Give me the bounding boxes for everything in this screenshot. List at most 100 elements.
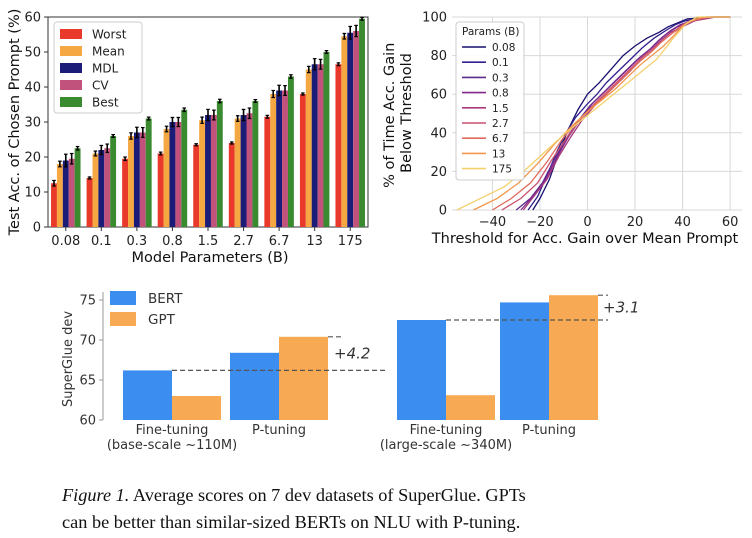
c1-bar bbox=[228, 143, 235, 227]
c2-ylabel-line2: Below Threshold bbox=[399, 53, 415, 173]
c1-bar bbox=[169, 122, 176, 227]
c2-legend-label: 0.1 bbox=[492, 57, 509, 69]
c1-bar bbox=[347, 32, 354, 227]
c1-bar bbox=[139, 132, 146, 227]
figure-panels: Test Acc. of Chosen Prompt (%) Model Par… bbox=[7, 9, 742, 453]
c2-x-tick-label: −40 bbox=[479, 215, 506, 230]
c1-bar bbox=[157, 153, 164, 227]
c3-group-label: P-tuning bbox=[252, 423, 306, 438]
c1-bar bbox=[181, 109, 188, 227]
c1-bar bbox=[317, 64, 324, 227]
c1-x-tick-label: 0.3 bbox=[127, 234, 148, 249]
c3-bar bbox=[230, 352, 279, 420]
c3-gain-annotation: +3.1 bbox=[603, 299, 639, 317]
c1-bar bbox=[353, 31, 360, 227]
c1-legend-label: Mean bbox=[92, 45, 125, 59]
c2-y-axis-label: % of Time Acc. Gain Below Threshold bbox=[382, 38, 415, 188]
c2-legend-label: 0.8 bbox=[492, 88, 509, 100]
c3-bar bbox=[279, 336, 328, 420]
c1-y-tick-label: 30 bbox=[24, 116, 41, 131]
c3-y-tick-label: 70 bbox=[79, 334, 96, 349]
c1-bar bbox=[205, 115, 211, 227]
c3-bar bbox=[446, 395, 495, 420]
c1-bar bbox=[335, 64, 342, 227]
chart-superglue: SuperGlue dev 60657075Fine-tuning(base-s… bbox=[61, 291, 639, 453]
c1-y-tick-label: 60 bbox=[24, 11, 41, 26]
c1-bar bbox=[175, 122, 182, 227]
c1-bar bbox=[86, 178, 93, 227]
c1-legend-label: Best bbox=[92, 96, 119, 110]
c1-x-tick-label: 175 bbox=[338, 234, 363, 249]
c1-bar bbox=[282, 90, 288, 227]
c1-bar bbox=[68, 158, 75, 227]
c1-x-tick-label: 6.7 bbox=[269, 234, 290, 249]
c1-legend-swatch bbox=[60, 63, 82, 73]
chart-threshold-cdf: % of Time Acc. Gain Below Threshold Thre… bbox=[382, 11, 742, 247]
c1-bar bbox=[98, 150, 105, 227]
c1-legend-label: CV bbox=[92, 79, 109, 93]
c1-y-tick-label: 50 bbox=[24, 46, 41, 61]
c3-legend-swatch bbox=[110, 291, 136, 305]
c1-x-tick-label: 0.8 bbox=[162, 234, 183, 249]
c3-legend-label: GPT bbox=[148, 312, 176, 328]
c3-bar bbox=[123, 370, 172, 420]
c1-bar bbox=[110, 136, 117, 227]
c3-bar bbox=[549, 295, 598, 420]
c2-legend-title: Params (B) bbox=[462, 26, 519, 38]
c1-bar bbox=[193, 144, 200, 227]
c2-legend-label: 175 bbox=[492, 164, 512, 176]
c3-group-label: Fine-tuning bbox=[136, 423, 209, 438]
c3-group-sublabel: (base-scale ~110M) bbox=[107, 438, 237, 453]
c2-legend-label: 0.3 bbox=[492, 72, 509, 84]
c2-legend-label: 0.08 bbox=[492, 42, 515, 54]
c2-series-line bbox=[492, 16, 731, 211]
c1-bar bbox=[311, 64, 318, 227]
c2-legend-label: 2.7 bbox=[492, 118, 509, 130]
c1-y-tick-label: 20 bbox=[24, 151, 41, 166]
c2-y-tick-label: 20 bbox=[430, 165, 447, 180]
c1-bar bbox=[359, 18, 365, 227]
c3-gain-annotation: +4.2 bbox=[334, 345, 370, 363]
c1-x-tick-label: 0.1 bbox=[91, 234, 112, 249]
c1-y-tick-label: 0 bbox=[33, 221, 41, 236]
chart-accuracy-by-params: Test Acc. of Chosen Prompt (%) Model Par… bbox=[7, 9, 369, 266]
c1-bar bbox=[276, 90, 283, 227]
c1-legend-box bbox=[53, 21, 143, 114]
c1-bar bbox=[56, 164, 63, 227]
c1-bar bbox=[92, 153, 99, 227]
c1-y-tick-label: 10 bbox=[24, 186, 41, 201]
c2-legend-label: 13 bbox=[492, 148, 505, 160]
c1-legend-label: MDL bbox=[92, 62, 119, 76]
c2-x-tick-label: 60 bbox=[722, 215, 739, 230]
caption-line-1: Average scores on 7 dev datasets of Supe… bbox=[132, 485, 526, 505]
c3-y-tick-label: 75 bbox=[79, 294, 96, 309]
c1-x-tick-label: 1.5 bbox=[198, 234, 219, 249]
c1-bar bbox=[264, 116, 271, 227]
c1-bar bbox=[199, 120, 206, 227]
c1-y-tick-label: 40 bbox=[24, 81, 41, 96]
c3-y-tick-label: 60 bbox=[79, 414, 96, 429]
c1-bar bbox=[210, 115, 217, 227]
c2-x-tick-label: 0 bbox=[583, 215, 591, 230]
c3-y-axis-label: SuperGlue dev bbox=[61, 311, 76, 407]
c1-y-axis-label: Test Acc. of Chosen Prompt (%) bbox=[7, 9, 23, 237]
c1-bar bbox=[341, 36, 348, 227]
c1-bar bbox=[51, 183, 57, 227]
c1-bar bbox=[252, 101, 259, 227]
c3-group-sublabel: (large-scale ~340M) bbox=[380, 438, 512, 453]
c3-legend-label: BERT bbox=[148, 291, 183, 307]
c3-group-label: P-tuning bbox=[522, 423, 576, 438]
c3-bar bbox=[397, 320, 446, 420]
c2-ylabel-line1: % of Time Acc. Gain bbox=[382, 43, 398, 188]
c1-bar bbox=[122, 158, 129, 227]
c1-x-tick-label: 13 bbox=[306, 234, 323, 249]
c1-bar bbox=[133, 132, 140, 227]
c2-y-tick-label: 100 bbox=[422, 11, 447, 26]
figure-caption: Figure 1. Average scores on 7 dev datase… bbox=[62, 482, 722, 536]
c3-legend-swatch bbox=[110, 312, 136, 326]
c1-legend-label: Worst bbox=[92, 28, 127, 42]
c1-bar bbox=[62, 160, 69, 227]
c1-bar bbox=[74, 148, 81, 227]
c1-x-tick-label: 2.7 bbox=[233, 234, 254, 249]
c2-legend-label: 1.5 bbox=[492, 103, 509, 115]
